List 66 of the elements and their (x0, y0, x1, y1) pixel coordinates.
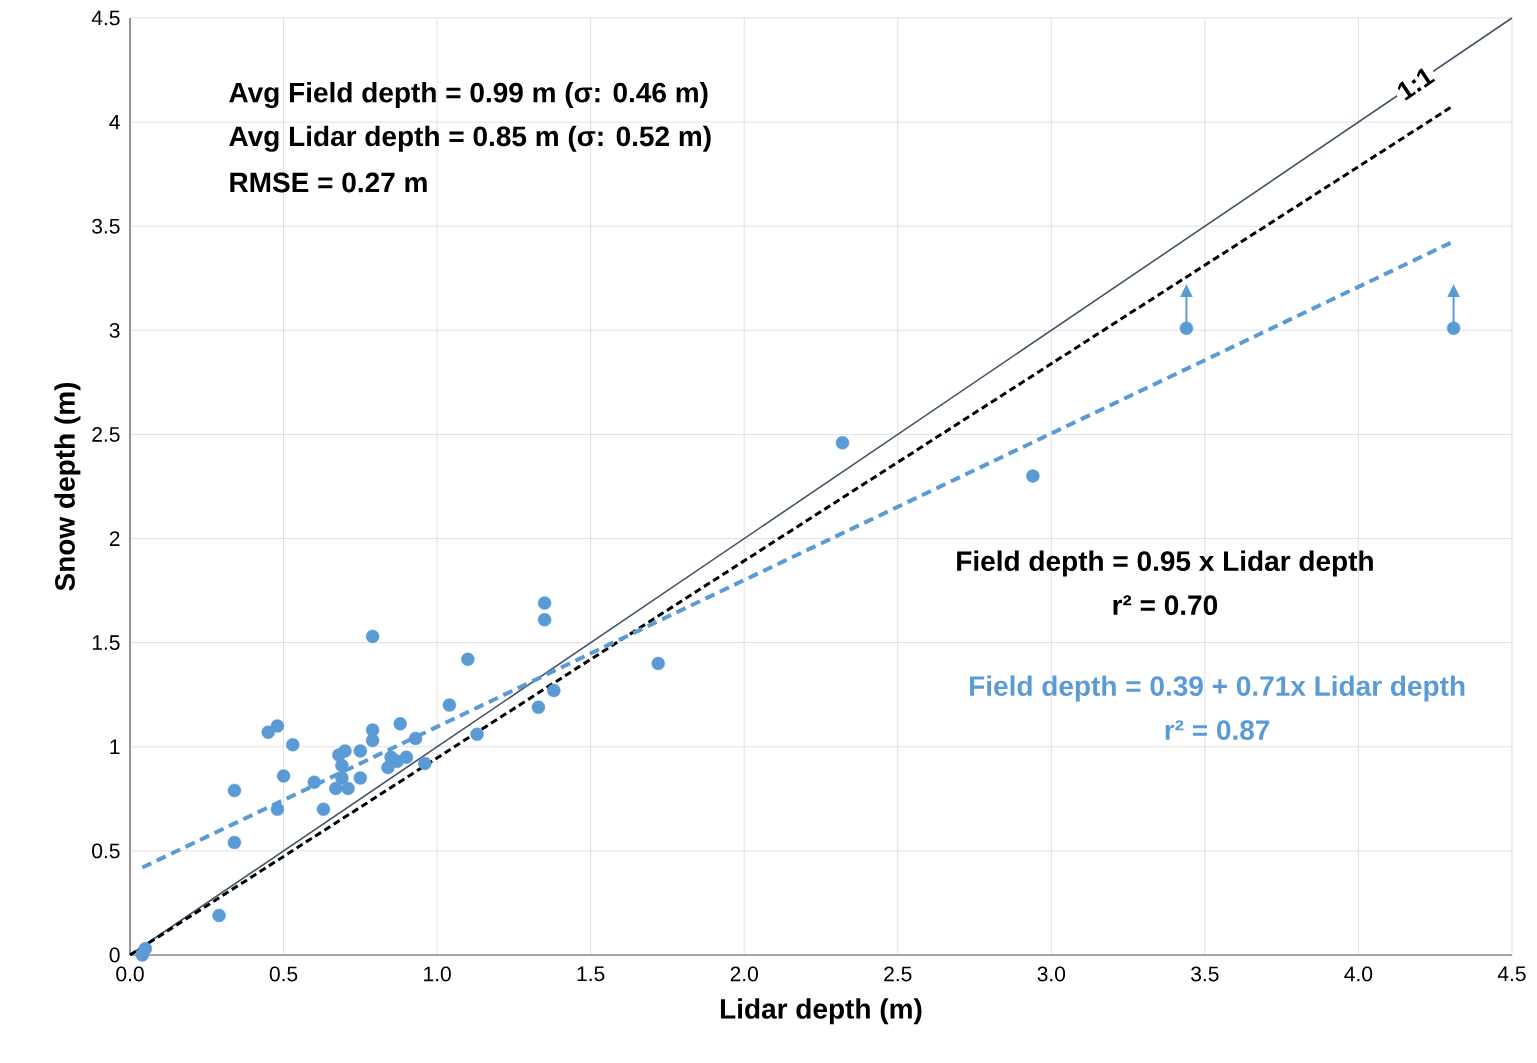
point (442, 698, 457, 712)
x-tick-label: 4.5 (1497, 966, 1526, 982)
point (353, 771, 368, 785)
point (307, 775, 321, 789)
annotation: RMSE = 0.27 m (230, 172, 427, 193)
point (212, 908, 226, 923)
point (531, 700, 546, 714)
point (393, 717, 407, 731)
point (227, 783, 242, 798)
annotation: r² = 0.70 (1113, 595, 1218, 616)
point (138, 942, 153, 956)
point (1179, 321, 1194, 335)
point (651, 656, 665, 671)
point (418, 756, 432, 771)
annotation: Avg Lidar depth = 0.85 m (σ: 0.52 m) (229, 125, 711, 152)
y-tick-label: 4.5 (91, 10, 120, 26)
point (537, 596, 552, 610)
y-tick-label: 3.5 (92, 218, 120, 234)
y-tick-label: 1.5 (92, 635, 120, 650)
y-tick-label: 3 (109, 322, 120, 338)
x-tick-label: 0.0 (116, 966, 144, 982)
y-tick-label: 0.5 (92, 843, 120, 859)
y-tick-label: 1 (110, 739, 120, 754)
x-axis-title: Lidar depth (m) (720, 998, 922, 1025)
point (1446, 321, 1461, 335)
x-tick-label: 2.0 (730, 966, 758, 982)
text: 1:1 (1397, 68, 1436, 101)
y-tick-label: 0 (109, 947, 120, 963)
y-axis-title: Snow depth (m) (54, 382, 81, 591)
x-tick-label: 4.0 (1344, 966, 1373, 982)
point (461, 652, 475, 667)
point (276, 769, 291, 783)
point (270, 802, 285, 816)
x-tick-label: 1.0 (424, 966, 451, 982)
x-tick-label: 3.0 (1037, 966, 1066, 982)
point (537, 613, 552, 627)
point (399, 750, 414, 764)
point (353, 744, 368, 758)
point (329, 781, 343, 796)
point (227, 835, 242, 850)
x-tick-label: 0.5 (269, 966, 298, 982)
point (286, 737, 300, 752)
point (261, 725, 275, 739)
annotation: Field depth = 0.39 + 0.71x Lidar depth (970, 675, 1465, 702)
annotation: Avg Field depth = 0.99 m (σ: 0.46 m) (229, 81, 708, 109)
y-tick-label: 2 (109, 531, 120, 546)
point (365, 629, 380, 644)
point (835, 436, 850, 450)
point (335, 771, 349, 785)
x-tick-label: 3.5 (1191, 966, 1219, 982)
point (335, 758, 349, 773)
point (341, 781, 355, 796)
point (338, 744, 352, 758)
y-tick-label: 4 (109, 114, 120, 130)
annotation: r² = 0.87 (1165, 720, 1270, 741)
point (408, 731, 423, 746)
point (365, 723, 380, 737)
y-tick-label: 2.5 (92, 427, 120, 442)
point (270, 719, 285, 733)
annotation: Field depth = 0.95 x Lidar depth (957, 550, 1373, 577)
point (316, 802, 331, 816)
x-tick-label: 2.5 (884, 966, 912, 982)
point (470, 727, 484, 741)
point (547, 683, 561, 698)
point (1026, 469, 1040, 483)
x-tick-label: 1.5 (577, 966, 605, 982)
